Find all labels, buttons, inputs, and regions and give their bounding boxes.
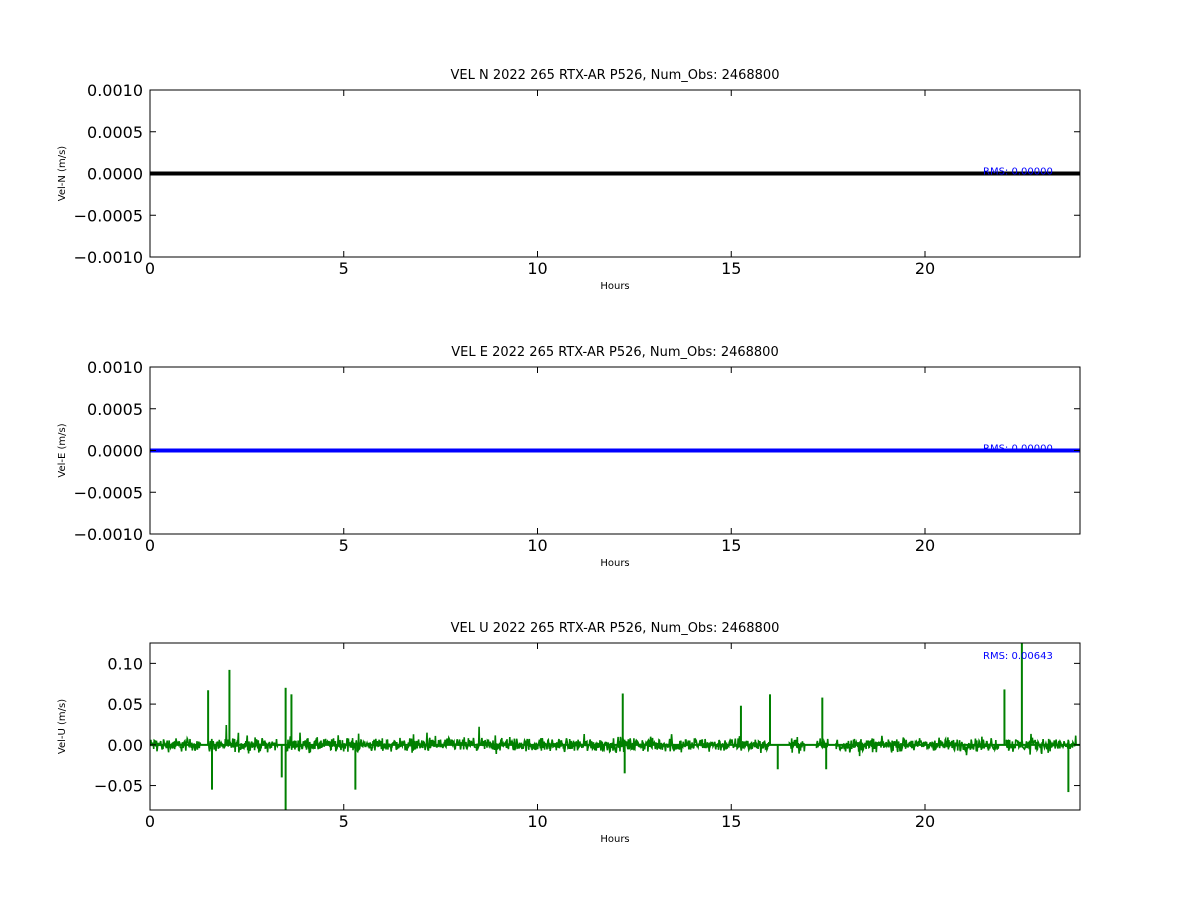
y-tick-label: −0.0010 — [74, 525, 143, 544]
y-tick-label: 0.0005 — [87, 400, 143, 419]
x-tick-label: 5 — [339, 536, 349, 555]
x-tick-label: 10 — [527, 259, 547, 278]
y-axis-label: Vel-U (m/s) — [57, 699, 68, 754]
chart-title: VEL U 2022 265 RTX-AR P526, Num_Obs: 246… — [451, 621, 780, 636]
chart-panel-3: VEL U 2022 265 RTX-AR P526, Num_Obs: 246… — [57, 621, 1081, 845]
y-tick-label: −0.0005 — [74, 483, 143, 502]
rms-annotation: RMS: 0.00643 — [983, 651, 1053, 662]
x-tick-label: 0 — [145, 536, 155, 555]
y-tick-label: −0.0005 — [74, 206, 143, 225]
plot-area — [150, 643, 1080, 810]
y-tick-label: 0.05 — [107, 695, 143, 714]
chart-title: VEL N 2022 265 RTX-AR P526, Num_Obs: 246… — [451, 68, 780, 83]
rms-annotation: RMS: 0.00000 — [983, 444, 1053, 455]
y-tick-label: 0.0000 — [87, 442, 143, 461]
series-line — [150, 724, 1080, 757]
rms-annotation: RMS: 0.00000 — [983, 167, 1053, 178]
y-tick-label: −0.05 — [94, 777, 143, 796]
x-tick-label: 15 — [721, 812, 741, 831]
y-axis-label: Vel-N (m/s) — [57, 146, 68, 201]
chart-title: VEL E 2022 265 RTX-AR P526, Num_Obs: 246… — [451, 345, 778, 360]
x-tick-label: 20 — [915, 536, 935, 555]
y-tick-label: 0.10 — [107, 654, 143, 673]
x-tick-label: 5 — [339, 812, 349, 831]
y-tick-label: 0.0005 — [87, 123, 143, 142]
x-tick-label: 0 — [145, 259, 155, 278]
x-tick-label: 15 — [721, 536, 741, 555]
x-axis-label: Hours — [600, 558, 629, 569]
y-tick-label: 0.0010 — [87, 358, 143, 377]
x-tick-label: 10 — [527, 536, 547, 555]
y-axis-label: Vel-E (m/s) — [57, 423, 68, 477]
y-tick-label: 0.0000 — [87, 165, 143, 184]
x-tick-label: 5 — [339, 259, 349, 278]
x-tick-label: 20 — [915, 259, 935, 278]
chart-panel-1: VEL N 2022 265 RTX-AR P526, Num_Obs: 246… — [57, 68, 1081, 292]
x-axis-label: Hours — [600, 834, 629, 845]
y-tick-label: 0.00 — [107, 736, 143, 755]
chart-panel-2: VEL E 2022 265 RTX-AR P526, Num_Obs: 246… — [57, 345, 1081, 569]
x-tick-label: 10 — [527, 812, 547, 831]
x-tick-label: 0 — [145, 812, 155, 831]
x-axis-label: Hours — [600, 281, 629, 292]
x-tick-label: 15 — [721, 259, 741, 278]
axes-frame — [149, 642, 1081, 811]
y-tick-label: −0.0010 — [74, 248, 143, 267]
y-tick-label: 0.0010 — [87, 81, 143, 100]
x-tick-label: 20 — [915, 812, 935, 831]
